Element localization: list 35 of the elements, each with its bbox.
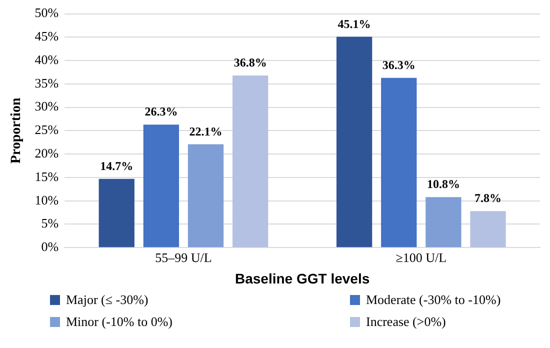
- y-tick-label: 50%: [34, 5, 59, 20]
- data-label: 36.3%: [382, 58, 416, 72]
- bar: [98, 178, 134, 248]
- bar: [470, 211, 506, 248]
- y-tick-label: 30%: [34, 98, 59, 114]
- y-tick-label: 20%: [34, 146, 59, 160]
- y-tick-label: 25%: [34, 122, 59, 138]
- y-tick-label: 45%: [34, 28, 59, 44]
- data-label: 10.8%: [426, 177, 460, 192]
- x-tick-label: 55–99 U/L: [155, 250, 212, 265]
- data-label: 14.7%: [100, 158, 134, 173]
- y-tick-label: 10%: [34, 192, 59, 208]
- data-label: 36.8%: [234, 56, 267, 70]
- data-label: 45.1%: [338, 16, 371, 31]
- y-tick-label: 5%: [41, 216, 59, 231]
- y-tick-label: 40%: [34, 52, 59, 67]
- bar: [143, 124, 180, 248]
- bar: [381, 78, 417, 248]
- data-label: 22.1%: [189, 124, 222, 138]
- x-axis-title: Baseline GGT levels: [235, 270, 370, 286]
- y-tick-label: 0%: [41, 239, 59, 254]
- bar: [336, 36, 372, 248]
- bar: [188, 144, 224, 248]
- legend-label: Minor (-10% to 0%): [66, 314, 173, 330]
- bar: [232, 76, 268, 248]
- legend-label: Major (≤ -30%): [66, 292, 148, 308]
- y-tick-label: 35%: [34, 75, 59, 90]
- data-label: 7.8%: [474, 191, 502, 206]
- bar: [426, 197, 462, 248]
- legend-label: Increase (>0%): [366, 314, 446, 330]
- x-tick-label: ≥100 U/L: [396, 250, 447, 265]
- data-label: 26.3%: [144, 104, 178, 119]
- y-tick-label: 15%: [34, 168, 59, 184]
- legend-label: Moderate (-30% to -10%): [366, 292, 501, 308]
- y-axis-title: Proportion: [9, 98, 24, 164]
